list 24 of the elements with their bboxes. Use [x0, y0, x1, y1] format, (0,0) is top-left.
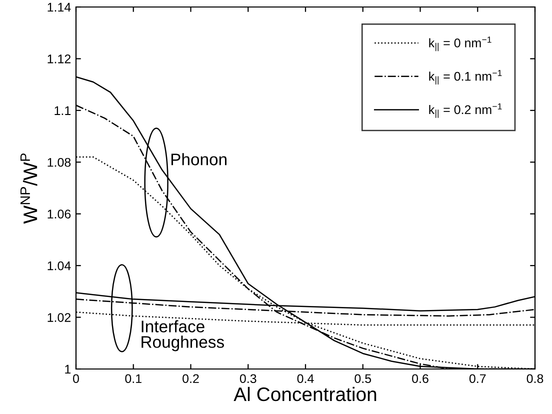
- y-axis-title: W$^{NP}$/W$^{P}$: [20, 154, 38, 224]
- x-tick-label: 0.1: [125, 374, 142, 384]
- legend-label: k$_{||}$ = 0 nm$^{−1}$: [429, 36, 492, 52]
- y-tick-label: 1.06: [48, 210, 71, 219]
- y-tick-label: 1.02: [48, 313, 71, 322]
- y-tick-label: 1.04: [48, 261, 71, 270]
- x-tick-label: 0: [73, 374, 79, 384]
- x-tick-label: 0.4: [297, 374, 314, 384]
- x-tick-label: 0.5: [354, 374, 372, 384]
- y-tick-label: 1.12: [48, 54, 71, 64]
- x-tick-label: 0.7: [469, 374, 486, 384]
- x-tick-label: 0.3: [240, 374, 256, 384]
- legend-label: k$_{||}$ = 0.1 nm$^{−1}$: [429, 70, 502, 84]
- y-tick-label: 1.08: [48, 158, 71, 167]
- x-axis-title: Al Concentration: [234, 386, 376, 402]
- x-tick-label: 0.6: [412, 374, 428, 384]
- x-tick-label: 0.8: [526, 374, 544, 384]
- y-tick-label: 1: [65, 364, 71, 374]
- annotation: Interface Roughness: [142, 320, 224, 352]
- y-tick-label: 1.14: [48, 2, 71, 12]
- y-tick-label: 1.1: [54, 106, 71, 115]
- x-tick-label: 0.2: [182, 374, 199, 384]
- annotation: Phonon: [171, 153, 226, 166]
- legend-label: k$_{||}$ = 0.2 nm$^{−1}$: [429, 103, 502, 118]
